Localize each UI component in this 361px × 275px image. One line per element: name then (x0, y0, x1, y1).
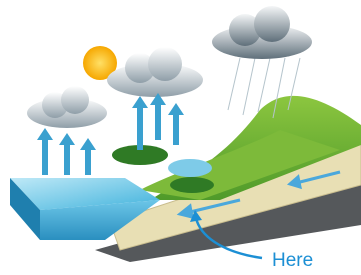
rain-cloud (212, 6, 312, 59)
landscape (10, 6, 361, 262)
water-cycle-illustration: Here (0, 0, 361, 275)
forest (170, 177, 214, 193)
label: Here (272, 250, 313, 271)
lake (168, 159, 212, 177)
cloud (107, 47, 203, 97)
cloud (27, 86, 107, 128)
